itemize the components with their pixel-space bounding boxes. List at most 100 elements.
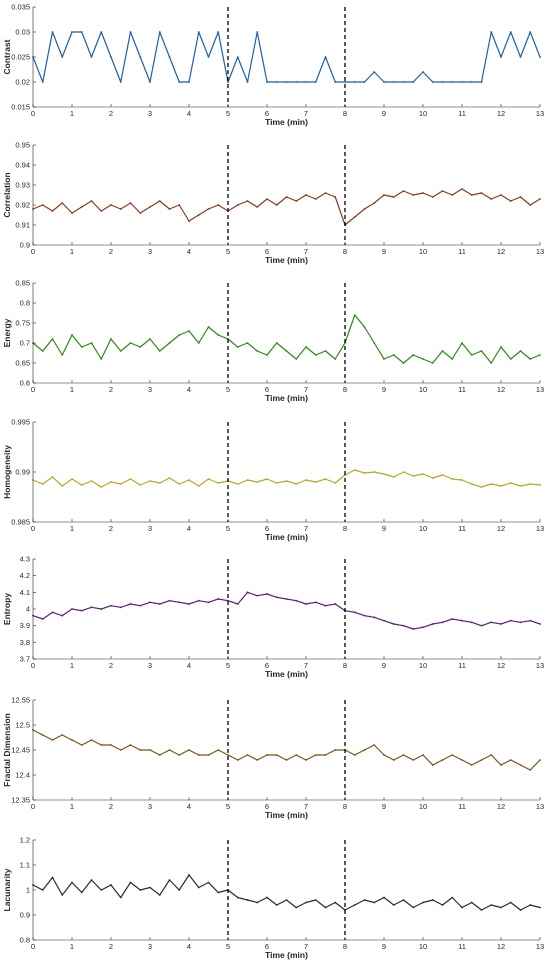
data-point (275, 596, 278, 599)
data-point (80, 31, 83, 33)
x-tick-label: 1 (70, 109, 74, 118)
x-axis-title: Time (min) (265, 810, 308, 820)
data-point (509, 31, 512, 33)
data-point (353, 469, 356, 471)
data-point (266, 478, 268, 480)
data-point (139, 604, 142, 607)
x-tick-label: 0 (31, 109, 35, 118)
data-point (246, 81, 249, 83)
data-point (363, 208, 366, 210)
data-point (295, 200, 298, 202)
y-tick-label: 0.02 (15, 78, 30, 87)
data-point (100, 889, 103, 891)
data-point (402, 190, 405, 192)
data-point (217, 204, 220, 206)
y-tick-label: 1 (26, 886, 30, 895)
data-point (275, 482, 278, 484)
data-point (178, 601, 181, 604)
y-tick-label: 0.8 (20, 936, 30, 945)
data-point (539, 484, 541, 486)
data-point (431, 899, 434, 901)
data-point (305, 81, 307, 83)
x-tick-label: 10 (419, 109, 427, 118)
data-point (197, 754, 200, 756)
data-point (480, 759, 483, 761)
x-tick-label: 6 (265, 247, 269, 256)
data-point (207, 56, 210, 58)
y-tick-label: 0.6 (20, 379, 30, 388)
data-point (110, 884, 112, 886)
data-point (129, 478, 132, 480)
data-point (168, 599, 171, 602)
y-tick-label: 3.7 (20, 655, 30, 664)
series-line-1 (32, 31, 541, 83)
x-tick-label: 0 (31, 802, 35, 811)
data-point (168, 208, 171, 210)
x-axis-title: Time (min) (265, 117, 308, 127)
data-point (266, 754, 268, 756)
data-point (402, 81, 405, 83)
data-point (51, 476, 54, 478)
data-point (285, 196, 288, 198)
data-point (383, 754, 385, 756)
data-point (353, 314, 356, 316)
data-point (110, 204, 112, 206)
data-point (256, 759, 259, 761)
data-point (90, 480, 93, 482)
y-tick-label: 0.65 (15, 359, 30, 368)
data-point (461, 759, 463, 761)
data-point (246, 479, 249, 481)
data-point (266, 593, 268, 595)
data-point (529, 483, 532, 485)
data-point (324, 478, 327, 480)
data-point (80, 206, 83, 208)
x-tick-label: 13 (536, 942, 544, 951)
data-point (441, 621, 444, 624)
data-point (236, 483, 239, 485)
data-point (441, 474, 444, 476)
data-point (41, 618, 44, 620)
data-point (490, 198, 493, 200)
x-tick-label: 7 (304, 524, 308, 533)
x-tick-label: 2 (109, 247, 113, 256)
x-tick-label: 9 (382, 661, 386, 670)
x-tick-label: 13 (536, 247, 544, 256)
y-tick-label: 0.9 (20, 911, 30, 920)
data-point (90, 606, 93, 609)
x-tick-label: 6 (265, 524, 269, 533)
x-tick-label: 7 (304, 247, 308, 256)
data-point (451, 81, 454, 83)
data-point (236, 603, 239, 605)
x-tick-label: 2 (109, 661, 113, 670)
x-tick-label: 11 (458, 524, 466, 533)
data-point (285, 899, 288, 901)
data-point (266, 896, 268, 899)
data-point (139, 212, 142, 214)
data-point (51, 739, 54, 741)
data-point (275, 904, 278, 906)
y-tick-label: 0.99 (15, 468, 30, 477)
x-tick-label: 13 (536, 524, 544, 533)
data-point (470, 354, 473, 356)
data-point (129, 744, 132, 746)
x-tick-label: 11 (458, 247, 466, 256)
data-point (100, 608, 103, 610)
data-point (178, 889, 181, 891)
data-point (529, 204, 532, 206)
x-tick-label: 6 (265, 802, 269, 811)
data-point (256, 206, 259, 208)
data-point (158, 482, 161, 484)
data-point (256, 350, 259, 352)
x-tick-label: 3 (148, 247, 152, 256)
data-point (334, 603, 337, 605)
x-tick-label: 12 (497, 802, 505, 811)
x-tick-label: 8 (343, 661, 347, 670)
data-point (246, 591, 249, 594)
x-tick-label: 2 (109, 942, 113, 951)
x-tick-label: 12 (497, 247, 505, 256)
x-axis-title: Time (min) (265, 950, 308, 960)
y-tick-label: 0.9 (20, 241, 30, 250)
x-tick-label: 1 (70, 247, 74, 256)
